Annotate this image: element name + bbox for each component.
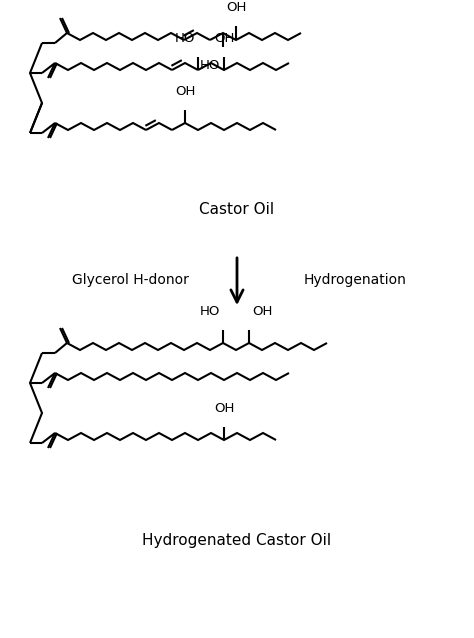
Text: OH: OH — [226, 1, 246, 14]
Text: Glycerol H-donor: Glycerol H-donor — [72, 273, 189, 287]
Text: OH: OH — [175, 85, 195, 98]
Text: HO: HO — [200, 59, 220, 72]
Text: OH: OH — [252, 305, 273, 318]
Text: Castor Oil: Castor Oil — [200, 202, 274, 218]
Text: HO: HO — [200, 305, 220, 318]
Text: HO: HO — [174, 32, 195, 45]
Text: Hydrogenated Castor Oil: Hydrogenated Castor Oil — [143, 533, 331, 547]
Text: OH: OH — [214, 32, 234, 45]
Text: OH: OH — [214, 402, 234, 415]
Text: Hydrogenation: Hydrogenation — [303, 273, 406, 287]
